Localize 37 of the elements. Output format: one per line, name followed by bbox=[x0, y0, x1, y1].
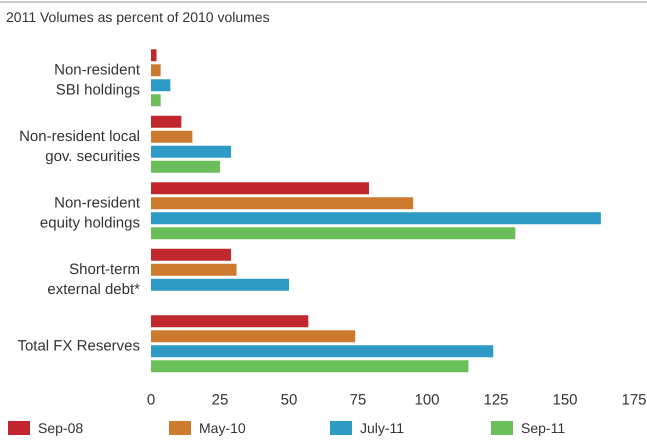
bar bbox=[151, 49, 157, 62]
bar bbox=[151, 197, 414, 210]
bar bbox=[151, 330, 356, 342]
bar bbox=[151, 146, 232, 158]
x-tick-label: 75 bbox=[350, 392, 366, 408]
legend-label: May-10 bbox=[199, 420, 246, 436]
bar bbox=[151, 116, 182, 128]
bar bbox=[151, 94, 161, 106]
bar bbox=[151, 360, 468, 372]
x-tick-label: 175 bbox=[621, 392, 647, 408]
y-tick-label: Non-resident local gov. securities bbox=[19, 128, 140, 165]
x-tick-label: 150 bbox=[552, 392, 578, 408]
bar bbox=[151, 160, 220, 173]
bar bbox=[151, 278, 289, 291]
x-tick-label: 25 bbox=[212, 392, 228, 408]
bar bbox=[151, 212, 601, 224]
legend-label: Sep-11 bbox=[521, 420, 566, 436]
bar bbox=[151, 227, 516, 240]
legend-label: Sep-08 bbox=[38, 420, 84, 436]
x-tick-label: 125 bbox=[483, 392, 509, 408]
bar bbox=[151, 264, 237, 276]
bar bbox=[151, 182, 370, 194]
bar bbox=[151, 130, 192, 143]
x-tick-label: 50 bbox=[280, 392, 298, 408]
legend-label: July-11 bbox=[360, 420, 404, 436]
y-tick-label: Non-resident SBI holdings bbox=[54, 61, 141, 98]
bar bbox=[151, 315, 308, 328]
x-tick-label: 100 bbox=[414, 392, 440, 408]
x-tick-label: 0 bbox=[146, 392, 156, 408]
y-tick-label: Non-resident equity holdings bbox=[40, 194, 141, 232]
chart-title: 2011 Volumes as percent of 2010 volumes bbox=[6, 9, 270, 25]
bar bbox=[151, 79, 170, 92]
bar bbox=[151, 64, 161, 76]
bar bbox=[151, 345, 494, 358]
y-tick-label: Short-term external debt* bbox=[47, 260, 140, 298]
y-tick-label: Total FX Reserves bbox=[17, 337, 140, 354]
bar bbox=[151, 248, 232, 261]
